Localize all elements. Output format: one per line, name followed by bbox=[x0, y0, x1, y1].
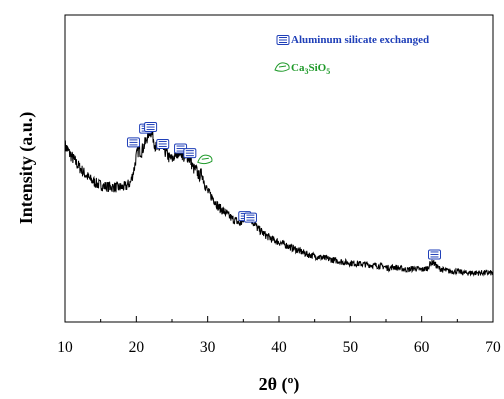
x-tick-label-30: 30 bbox=[200, 339, 216, 356]
aluminum-silicate-peak-marker-icon bbox=[183, 148, 197, 159]
ca3sio5-peak-marker-icon bbox=[197, 154, 213, 165]
aluminum-silicate-peak-marker-icon bbox=[243, 212, 257, 223]
plot-frame bbox=[64, 14, 494, 323]
x-tick-label-50: 50 bbox=[343, 339, 359, 356]
legend: Aluminum silicate exchanged Ca3SiO5 bbox=[274, 34, 429, 76]
legend-ca3sio5-sub2: 5 bbox=[326, 67, 330, 76]
x-tick-label-10: 10 bbox=[57, 339, 73, 356]
legend-ca3sio5-part1: Ca bbox=[291, 62, 305, 74]
aluminum-silicate-peak-marker-icon bbox=[428, 249, 442, 260]
aluminum-silicate-peak-marker-icon bbox=[144, 122, 158, 133]
ca3sio5-marker-icon bbox=[274, 62, 290, 72]
legend-ca3sio5-sub1: 3 bbox=[304, 67, 308, 76]
x-tick-label-40: 40 bbox=[271, 339, 287, 356]
legend-item-aluminum-silicate: Aluminum silicate exchanged bbox=[276, 34, 429, 46]
aluminum-silicate-legend-glyph-icon bbox=[276, 35, 290, 45]
legend-ca3sio5-part2: SiO bbox=[308, 62, 326, 74]
aluminum-silicate-peak-marker-icon bbox=[126, 137, 140, 148]
aluminum-silicate-peak-marker-icon bbox=[156, 138, 170, 149]
series-line bbox=[64, 126, 494, 277]
legend-label-aluminum-silicate: Aluminum silicate exchanged bbox=[291, 34, 429, 46]
x-tick-label-20: 20 bbox=[129, 339, 145, 356]
peak-markers bbox=[126, 122, 442, 260]
x-axis-title: 2θ (º) bbox=[259, 374, 300, 394]
x-axis-ticks: 10 20 30 40 50 60 70 bbox=[57, 316, 501, 356]
x-tick-label-70: 70 bbox=[485, 339, 501, 356]
x-tick-label-60: 60 bbox=[414, 339, 430, 356]
legend-item-ca3sio5: Ca3SiO5 bbox=[274, 62, 330, 76]
y-axis-title: Intensity (a.u.) bbox=[16, 112, 37, 225]
ca3sio5-legend-glyph-icon bbox=[274, 62, 290, 72]
legend-label-ca3sio5: Ca3SiO5 bbox=[291, 62, 330, 76]
aluminum-silicate-marker-icon bbox=[276, 35, 290, 45]
